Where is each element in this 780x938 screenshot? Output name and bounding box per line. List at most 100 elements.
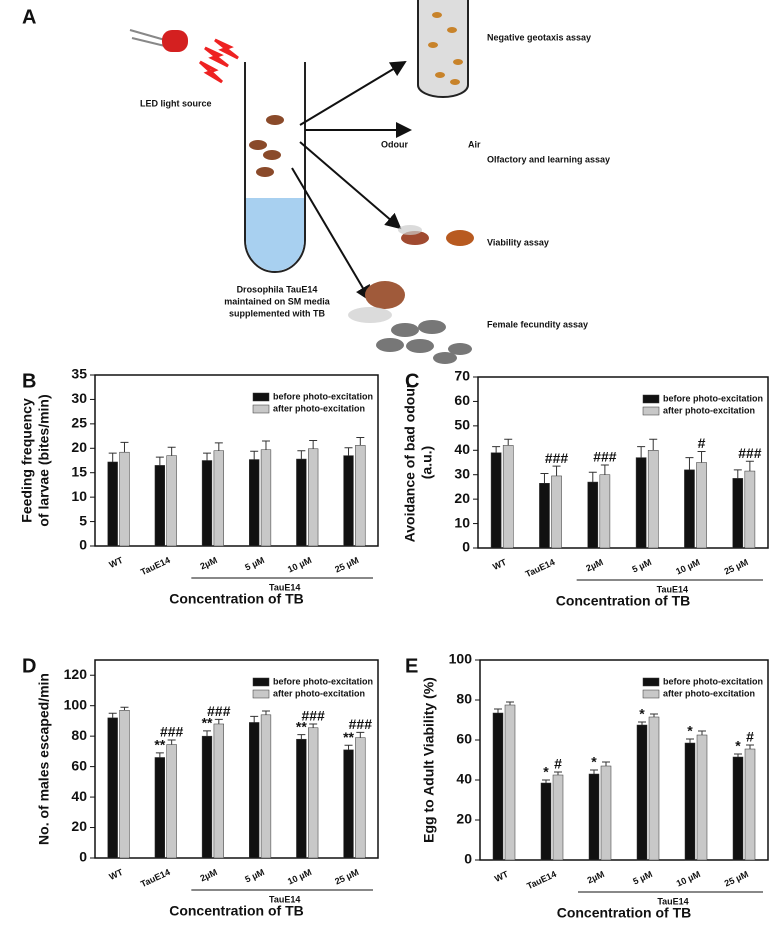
x-tick-label: 10 µM <box>286 555 313 575</box>
error-bar <box>309 723 318 728</box>
error-bar <box>494 708 502 713</box>
error-bar <box>686 738 694 743</box>
x-tick-label: 5 µM <box>243 867 266 885</box>
bar <box>744 748 756 861</box>
y-tick-label: 60 <box>71 757 87 773</box>
error-bar <box>297 450 306 460</box>
error-bar <box>261 710 270 715</box>
y-tick-label: 120 <box>64 666 88 682</box>
legend-label: after photo-excitation <box>663 405 755 415</box>
bar <box>636 724 648 861</box>
panel-label: E <box>405 655 418 677</box>
y-tick-label: 20 <box>71 439 87 455</box>
error-bar <box>214 718 223 724</box>
group-label: TauE14 <box>269 894 300 904</box>
error-bar <box>203 452 212 461</box>
y-axis-label: of larvae (bites/min) <box>36 394 52 526</box>
chart: C 0 10 20 30 40 50 60 70 Avoidance of bad odour (a… <box>402 368 769 609</box>
significance: ### <box>545 450 569 466</box>
bar <box>540 782 552 861</box>
significance: # <box>554 756 562 772</box>
y-axis-label: (a.u.) <box>419 446 435 479</box>
error-bar <box>504 438 513 446</box>
legend-label: after photo-excitation <box>663 688 755 698</box>
error-bar <box>356 437 365 446</box>
assay-label: Viability assay <box>487 237 549 247</box>
significance: ### <box>160 724 184 740</box>
bar <box>119 451 130 547</box>
bar <box>490 452 502 549</box>
bar <box>732 756 744 861</box>
x-tick-label: 25 µM <box>333 555 360 575</box>
error-bar <box>588 471 597 483</box>
y-tick-label: 60 <box>456 731 472 747</box>
odour-label: Odour <box>381 139 408 149</box>
bar <box>296 738 307 859</box>
significance: # <box>746 729 754 745</box>
significance: # <box>698 435 706 451</box>
error-bar <box>698 730 706 735</box>
bar <box>696 462 707 549</box>
y-tick-label: 0 <box>462 539 470 555</box>
y-tick-label: 0 <box>79 849 87 865</box>
panel-label: B <box>22 370 36 392</box>
flies <box>249 115 284 177</box>
significance: ### <box>738 445 762 461</box>
significance: ### <box>349 716 373 732</box>
bar <box>260 714 272 859</box>
error-bar <box>745 460 754 472</box>
error-bar <box>297 734 306 740</box>
bar <box>696 734 708 861</box>
y-tick-label: 20 <box>71 818 87 834</box>
bar <box>154 465 165 547</box>
y-axis-label: Egg to Adult Viability (%) <box>421 677 437 843</box>
viability-flies <box>398 225 474 246</box>
x-tick-label: 10 µM <box>674 557 701 577</box>
y-tick-label: 20 <box>454 490 470 506</box>
error-bar <box>492 446 501 453</box>
error-bar <box>600 464 609 475</box>
y-tick-label: 0 <box>79 537 87 553</box>
legend-label: after photo-excitation <box>273 403 365 413</box>
y-tick-label: 70 <box>454 368 470 384</box>
error-bar <box>602 761 610 766</box>
significance: * <box>687 723 693 739</box>
y-tick-label: 10 <box>71 488 87 504</box>
x-tick-label: 25 µM <box>723 869 750 889</box>
error-bar <box>650 713 658 717</box>
bar <box>552 774 564 861</box>
tube-label: supplemented with TB <box>229 308 326 318</box>
error-bar <box>120 706 129 711</box>
x-tick-label: 2µM <box>586 869 606 886</box>
bar <box>684 742 696 861</box>
panel-label: D <box>22 655 36 677</box>
x-tick-label: 5 µM <box>631 869 654 887</box>
error-bar <box>250 715 259 723</box>
bar <box>249 722 260 859</box>
legend-swatch <box>642 394 660 404</box>
legend-swatch <box>252 689 270 699</box>
significance: ### <box>593 449 617 465</box>
significance: ** <box>343 729 354 745</box>
bar <box>635 457 647 549</box>
air-label: Air <box>468 139 481 149</box>
x-tick-label: 10 µM <box>286 867 313 887</box>
bar <box>213 723 224 859</box>
x-tick-label: 5 µM <box>243 555 266 573</box>
legend-swatch <box>642 677 660 687</box>
error-bar <box>733 469 742 479</box>
tube-label: maintained on SM media <box>224 296 331 306</box>
bar <box>343 455 354 547</box>
assay-label: Olfactory and learning assay <box>487 154 610 164</box>
y-tick-label: 100 <box>64 696 88 712</box>
bar <box>166 744 177 859</box>
x-axis-label: Concentration of TB <box>557 905 692 921</box>
bar <box>119 710 130 859</box>
error-bar <box>638 721 646 725</box>
error-bar <box>697 451 706 463</box>
y-tick-label: 5 <box>79 512 87 528</box>
bar <box>588 773 600 861</box>
media <box>246 198 304 271</box>
y-tick-label: 35 <box>71 366 87 382</box>
